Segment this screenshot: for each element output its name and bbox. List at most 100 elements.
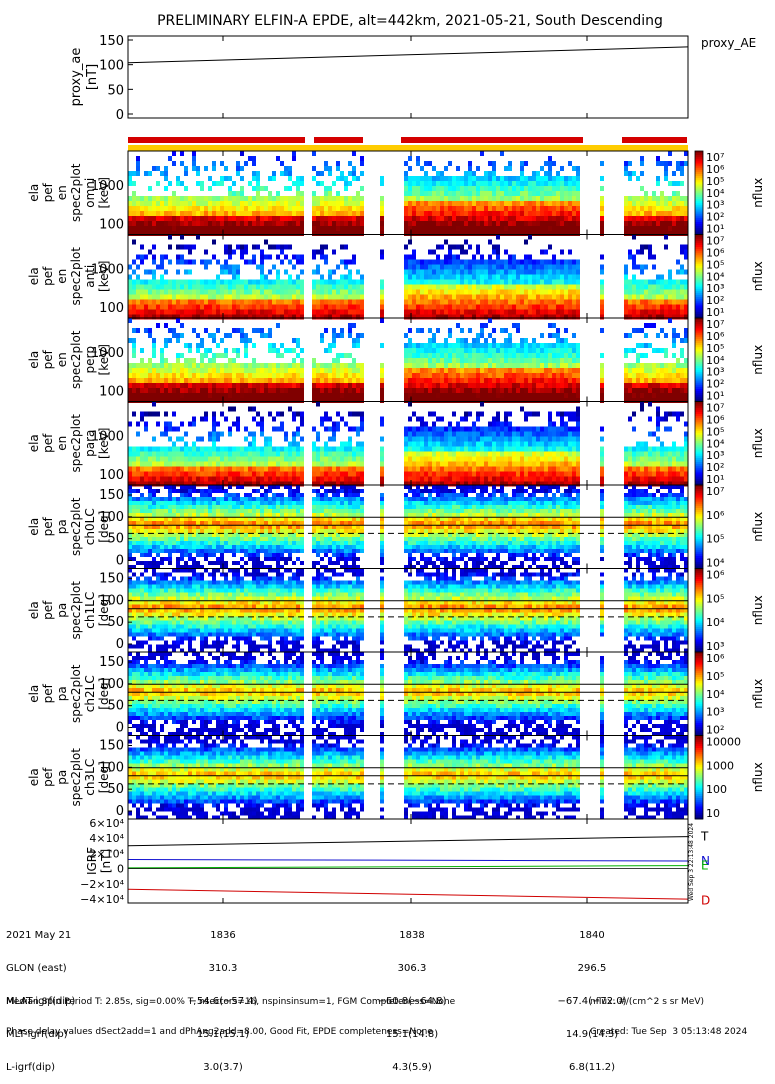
spectrogram-cell (160, 299, 164, 305)
spectrogram-cell (216, 456, 220, 462)
spectrogram-cell (536, 388, 540, 393)
spectrogram-cell (684, 393, 688, 398)
colorbar-cell (695, 332, 703, 336)
spectrogram-cell (156, 393, 160, 398)
spectrogram-cell (488, 161, 492, 166)
spectrogram-cell (652, 398, 656, 403)
colorbar-cell (695, 624, 703, 628)
spectrogram-cell (648, 309, 652, 315)
spectrogram-cell (248, 393, 252, 398)
spectrogram-cell (324, 309, 328, 315)
spectrogram-cell (456, 378, 460, 383)
spectrogram-cell (416, 231, 420, 236)
spectrogram-cell (404, 373, 408, 378)
spectrogram-cell (460, 388, 464, 393)
spectrogram-cell (296, 466, 300, 472)
spectrogram-cell (408, 289, 412, 295)
spectrogram-cell (436, 244, 440, 250)
spectrogram-cell (408, 363, 412, 368)
spectrogram-cell (404, 309, 408, 315)
spectrogram-cell (404, 264, 408, 270)
spectrogram-cell (456, 309, 460, 315)
spectrogram-cell (176, 206, 180, 211)
spectrogram-cell (512, 231, 516, 236)
spectrogram-cell (220, 264, 224, 270)
spectrogram-cell (192, 294, 196, 300)
spectrogram-cell (416, 363, 420, 368)
spectrogram-cell (520, 393, 524, 398)
spectrogram-cell (340, 201, 344, 206)
spectrogram-cell (204, 476, 208, 482)
spectrogram-cell (148, 333, 152, 338)
spectrogram-cell (496, 181, 500, 186)
spectrogram-cell (288, 186, 292, 191)
spectrogram-cell (176, 353, 180, 358)
colorbar-cell (695, 731, 703, 734)
spectrogram-cell (312, 166, 316, 171)
spectrogram-cell (248, 338, 252, 343)
spectrogram-cell (168, 206, 172, 211)
spectrogram-cell (492, 259, 496, 265)
spectrogram-cell (216, 476, 220, 482)
spectrogram-cell (444, 299, 448, 305)
spectrogram-cell (452, 244, 456, 250)
spectrogram-cell (636, 201, 640, 206)
spectrogram-cell (516, 309, 520, 315)
spectrogram-cell (340, 206, 344, 211)
spectrogram-cell (256, 383, 260, 388)
spectrogram-cell (508, 206, 512, 211)
spectrogram-cell (128, 216, 132, 221)
spectrogram-cell (452, 348, 456, 353)
spectrogram-cell (448, 244, 452, 250)
spectrogram-cell (536, 393, 540, 398)
spectrogram-cell (204, 264, 208, 270)
spectrogram-cell (648, 398, 652, 403)
spectrogram-cell (440, 294, 444, 300)
spectrogram-cell (256, 481, 260, 487)
spectrogram-cell (676, 304, 680, 310)
spectrogram-cell (320, 378, 324, 383)
spectrogram-cell (416, 304, 420, 310)
spectrogram-cell (652, 304, 656, 310)
spectrogram-cell (336, 471, 340, 477)
spectrogram-cell (328, 451, 332, 457)
colorbar-cell (695, 662, 703, 666)
spectrogram-cell (412, 398, 416, 403)
spectrogram-cell (524, 393, 528, 398)
spectrogram-cell (496, 378, 500, 383)
spectrogram-cell (212, 388, 216, 393)
spectrogram-cell (444, 304, 448, 310)
spectrogram-cell (244, 333, 248, 338)
spectrogram-cell (680, 161, 684, 166)
spectrogram-cell (440, 269, 444, 275)
spectrogram-cell (468, 181, 472, 186)
spectrogram-cell (548, 206, 552, 211)
spectrogram-cell (644, 388, 648, 393)
spectrogram-cell (444, 373, 448, 378)
spectrogram-cell (556, 221, 560, 226)
spectrogram-cell (520, 221, 524, 226)
spectrogram-cell (168, 466, 172, 472)
spectrogram-cell (468, 171, 472, 176)
spectrogram-cell (540, 284, 544, 290)
spectrogram-cell (200, 211, 204, 216)
spectrogram-cell (624, 171, 628, 176)
spectrogram-cell (452, 343, 456, 348)
spectrogram-cell (548, 363, 552, 368)
spectrogram-cell (340, 231, 344, 236)
spectrogram-cell (436, 254, 440, 260)
spectrogram-cell (560, 309, 564, 315)
colorbar-cell (695, 219, 703, 223)
spectrogram-cell (600, 284, 604, 290)
spectrogram-cell (552, 314, 556, 320)
spectrogram-cell (292, 363, 296, 368)
colorbar-cell (695, 674, 703, 678)
colorbar-cell (695, 255, 703, 258)
spectrogram-cell (280, 476, 284, 482)
spectrogram-cell (492, 264, 496, 270)
spectrogram-cell (456, 363, 460, 368)
spectrogram-cell (312, 226, 316, 231)
spectrogram-cell (292, 289, 296, 295)
spectrogram-cell (568, 191, 572, 196)
spectrogram-cell (412, 388, 416, 393)
